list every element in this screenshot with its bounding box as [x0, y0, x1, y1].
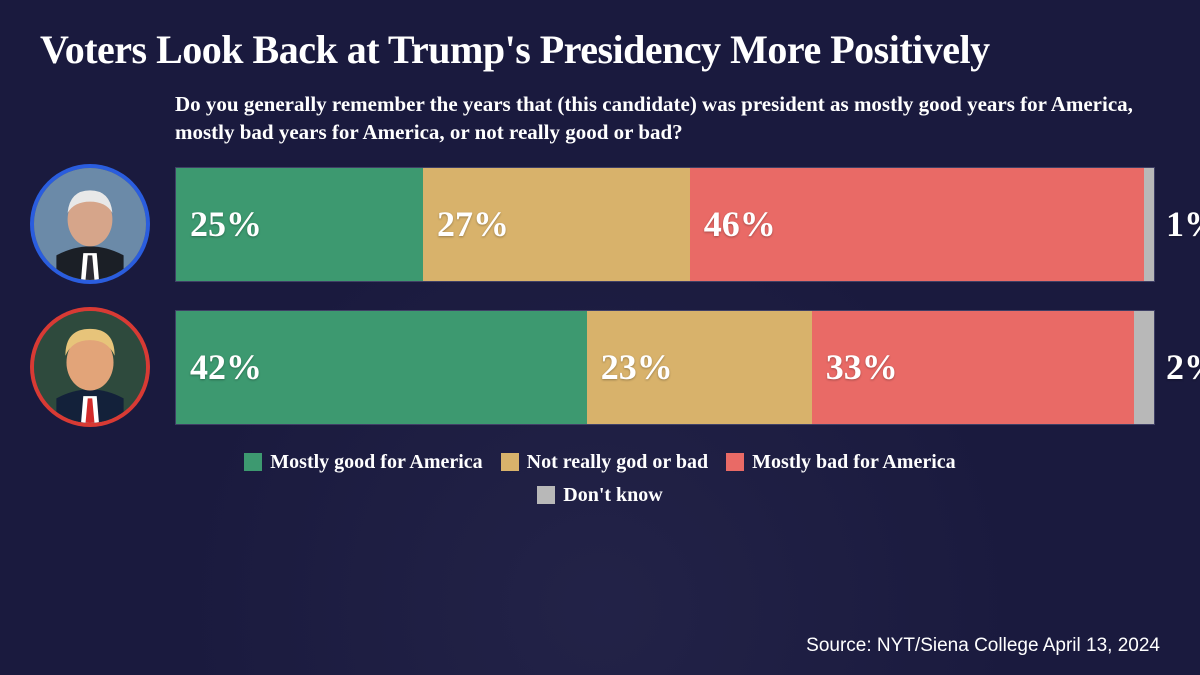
swatch-bad: [726, 453, 744, 471]
seg-biden-mid: 27%: [423, 168, 690, 281]
seg-biden-dk: 1%: [1144, 168, 1154, 281]
avatar-ring-trump: [30, 307, 150, 427]
seg-biden-bad: 46%: [690, 168, 1144, 281]
legend-label: Mostly good for America: [270, 451, 482, 474]
page-title: Voters Look Back at Trump's Presidency M…: [40, 28, 1160, 72]
legend-item-mid: Not really god or bad: [501, 451, 709, 474]
legend-label: Mostly bad for America: [752, 451, 956, 474]
row-trump: 42% 23% 33% 2%: [175, 310, 1160, 425]
value-label: 25%: [176, 203, 262, 245]
legend-item-dk: Don't know: [173, 484, 1028, 507]
seg-trump-bad: 33%: [812, 311, 1135, 424]
swatch-dk: [537, 486, 555, 504]
value-label: 33%: [812, 346, 898, 388]
seg-trump-dk: 2%: [1134, 311, 1154, 424]
swatch-mid: [501, 453, 519, 471]
chart-rows: 25% 27% 46% 1%: [40, 167, 1160, 425]
avatar-ring-biden: [30, 164, 150, 284]
legend-item-bad: Mostly bad for America: [726, 451, 956, 474]
portrait-icon: [34, 311, 146, 423]
seg-trump-good: 42%: [176, 311, 587, 424]
survey-question: Do you generally remember the years that…: [175, 90, 1135, 147]
legend: Mostly good for America Not really god o…: [173, 451, 1028, 507]
row-biden: 25% 27% 46% 1%: [175, 167, 1160, 282]
legend-label: Don't know: [563, 484, 662, 507]
source-text: Source: NYT/Siena College April 13, 2024: [806, 635, 1160, 657]
chart-container: Voters Look Back at Trump's Presidency M…: [0, 0, 1200, 675]
legend-item-good: Mostly good for America: [244, 451, 482, 474]
value-label: 27%: [423, 203, 509, 245]
portrait-icon: [34, 168, 146, 280]
value-label: 42%: [176, 346, 262, 388]
value-label: 23%: [587, 346, 673, 388]
swatch-good: [244, 453, 262, 471]
value-label: 46%: [690, 203, 776, 245]
bar-trump: 42% 23% 33% 2%: [175, 310, 1155, 425]
avatar-biden: [34, 168, 146, 280]
legend-label: Not really god or bad: [527, 451, 709, 474]
avatar-trump: [34, 311, 146, 423]
value-label: 2%: [1158, 346, 1200, 388]
bar-biden: 25% 27% 46% 1%: [175, 167, 1155, 282]
seg-trump-mid: 23%: [587, 311, 812, 424]
value-label: 1%: [1158, 203, 1200, 245]
seg-biden-good: 25%: [176, 168, 423, 281]
